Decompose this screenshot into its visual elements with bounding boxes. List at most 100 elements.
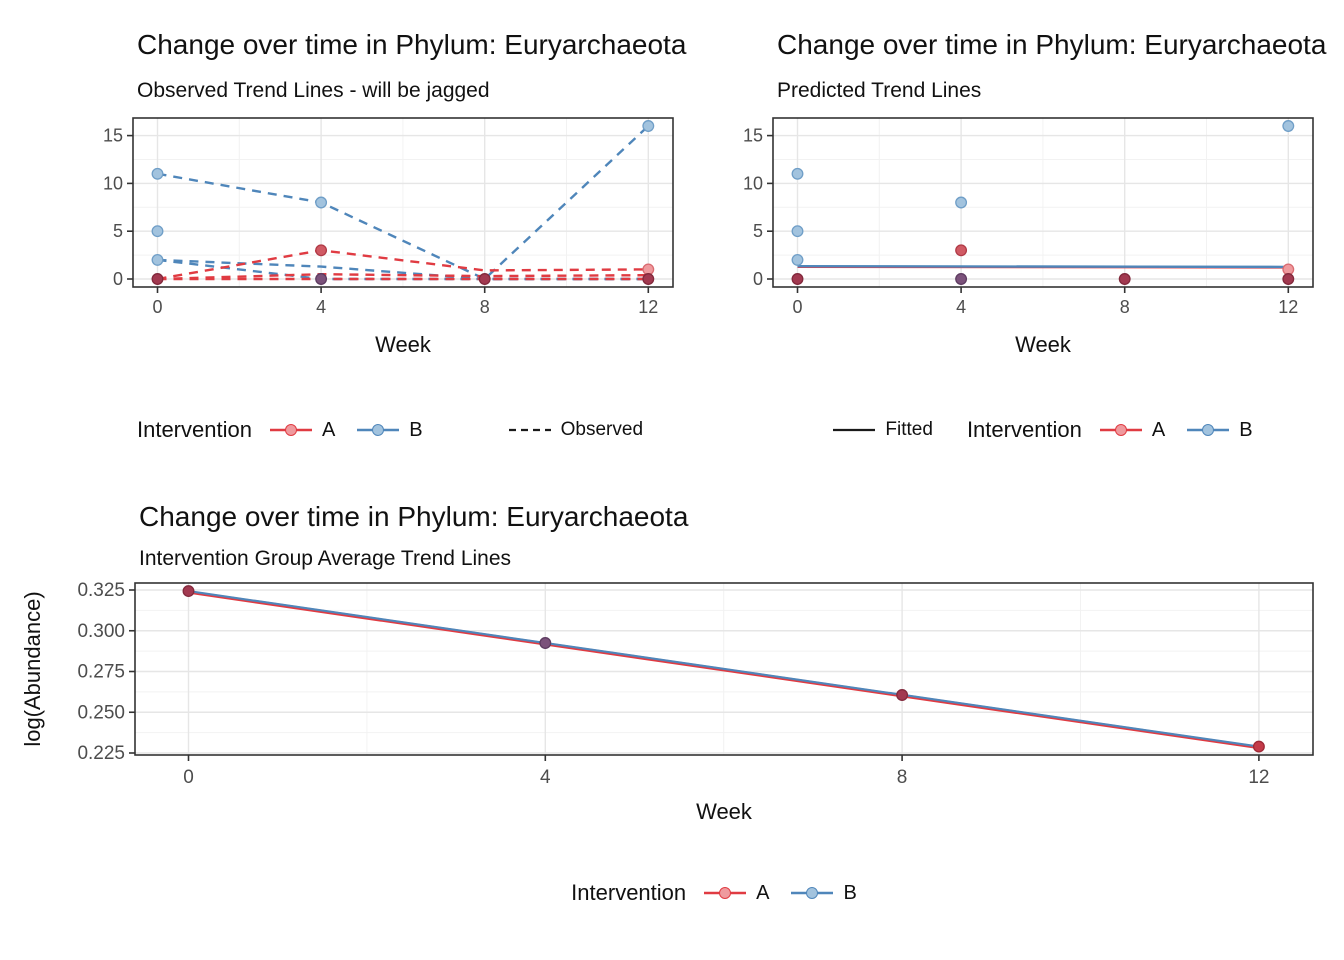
legend-key-fitted xyxy=(831,418,877,442)
chart-observed-trend-lines: 0 4 8 12 0 5 10 15 Change over time in Phylum: E… xyxy=(103,29,687,357)
x-tick-label: 4 xyxy=(956,297,966,317)
chart-subtitle: Intervention Group Average Trend Lines xyxy=(139,547,511,570)
data-point xyxy=(791,253,804,266)
blue-line-dot-icon xyxy=(1187,424,1230,436)
y-tick-label: 5 xyxy=(113,221,123,241)
data-point xyxy=(1252,740,1265,753)
chart-title: Change over time in Phylum: Euryarchaeot… xyxy=(777,29,1327,60)
y-tick-label: 15 xyxy=(743,126,763,146)
trend-line-B-subject-2 xyxy=(157,258,649,281)
legend-key-b xyxy=(355,418,401,442)
data-point xyxy=(791,273,804,285)
chart-subtitle: Predicted Trend Lines xyxy=(777,79,981,102)
legend-predicted-chart: Fitted Intervention A B xyxy=(760,406,1344,454)
trend-line-A-subject-2 xyxy=(157,272,649,281)
x-tick-label: 8 xyxy=(1120,297,1130,317)
legend-label-a: A xyxy=(321,418,336,441)
chart-subtitle: Observed Trend Lines - will be jagged xyxy=(137,79,490,102)
legend-title: Intervention xyxy=(966,417,1082,442)
chart-predicted-trend-lines: 0 4 8 12 0 5 10 15 Change over time in Phylum: E… xyxy=(743,29,1327,357)
legend-title: Intervention xyxy=(136,417,252,442)
blue-line-dot-icon xyxy=(357,424,400,436)
y-tick-label: 0.325 xyxy=(77,580,125,601)
y-tick-label: 5 xyxy=(753,221,763,241)
x-tick-label: 0 xyxy=(792,297,802,317)
data-point xyxy=(1118,273,1131,285)
data-point xyxy=(315,244,328,257)
trend-line-fitted-B xyxy=(797,265,1289,269)
legend-key-observed xyxy=(507,418,553,442)
x-tick-label: 12 xyxy=(1278,297,1298,317)
data-point xyxy=(315,196,328,209)
chart-title: Change over time in Phylum: Euryarchaeot… xyxy=(137,29,687,60)
data-point xyxy=(1282,273,1295,285)
legend-title: Intervention xyxy=(571,880,687,905)
data-point xyxy=(642,273,655,285)
dashed-line-icon xyxy=(508,428,551,432)
trend-line-average-B xyxy=(188,590,1260,748)
data-point xyxy=(182,585,195,598)
y-axis-title: log(Abundance) xyxy=(20,591,45,746)
legend-label-a: A xyxy=(1151,418,1166,441)
legend-label-fitted: Fitted xyxy=(885,419,933,440)
y-tick-label: 15 xyxy=(103,126,123,146)
data-point xyxy=(315,273,328,285)
panel-border xyxy=(772,117,1314,288)
data-point xyxy=(955,244,968,257)
y-tick-label: 0.250 xyxy=(77,702,125,723)
legend-key-a xyxy=(268,418,314,442)
y-tick-label: 0 xyxy=(113,269,123,289)
y-tick-label: 0 xyxy=(753,269,763,289)
legend-label-b: B xyxy=(409,418,423,441)
x-tick-label: 8 xyxy=(897,767,908,788)
data-point xyxy=(791,167,804,180)
legend-average-chart: Intervention A B xyxy=(135,869,1313,917)
data-point xyxy=(478,273,491,285)
legend-key-a xyxy=(1098,418,1144,442)
chart-title: Change over time in Phylum: Euryarchaeot… xyxy=(139,501,689,532)
chart-group-average-trend-lines: 0 4 8 12 0.225 0.250 0.275 0.300 0.325 Change ove… xyxy=(20,501,1314,824)
legend-label-b: B xyxy=(1239,418,1253,441)
red-line-dot-icon xyxy=(704,887,747,899)
data-point xyxy=(791,225,804,238)
solid-line-icon xyxy=(833,428,876,432)
trend-line-A-subject-1 xyxy=(157,249,649,281)
data-point xyxy=(642,120,655,132)
red-line-dot-icon xyxy=(269,424,312,436)
x-tick-label: 0 xyxy=(152,297,162,317)
legend-key-b xyxy=(789,881,835,905)
data-point xyxy=(151,253,164,266)
x-tick-label: 8 xyxy=(480,297,490,317)
blue-line-dot-icon xyxy=(791,887,834,899)
data-point xyxy=(955,273,968,285)
x-tick-label: 12 xyxy=(638,297,658,317)
legend-key-b xyxy=(1185,418,1231,442)
y-tick-label: 10 xyxy=(743,173,763,193)
data-point xyxy=(151,273,164,285)
x-axis-title: Week xyxy=(375,332,432,357)
y-tick-label: 0.275 xyxy=(77,662,125,683)
legend-label-observed: Observed xyxy=(560,419,644,440)
x-tick-label: 12 xyxy=(1248,767,1269,788)
data-point xyxy=(896,689,909,701)
x-axis-title: Week xyxy=(696,799,753,824)
x-tick-label: 0 xyxy=(183,767,194,788)
legend-observed-chart: Intervention A B Observed xyxy=(40,406,740,454)
y-tick-label: 0.225 xyxy=(77,743,125,764)
trend-line-B-subject-1 xyxy=(157,125,650,281)
data-point xyxy=(955,196,968,209)
panel-border xyxy=(132,117,674,288)
x-tick-label: 4 xyxy=(316,297,326,317)
legend-label-a: A xyxy=(756,881,770,904)
x-tick-label: 4 xyxy=(540,767,551,788)
data-point xyxy=(1282,120,1295,132)
red-line-dot-icon xyxy=(1099,424,1142,436)
legend-key-a xyxy=(702,881,748,905)
y-tick-label: 0.300 xyxy=(77,621,125,642)
y-tick-label: 10 xyxy=(103,173,123,193)
panel-border xyxy=(134,582,1314,756)
x-axis-title: Week xyxy=(1015,332,1072,357)
data-point xyxy=(151,225,164,238)
data-point xyxy=(539,637,552,649)
